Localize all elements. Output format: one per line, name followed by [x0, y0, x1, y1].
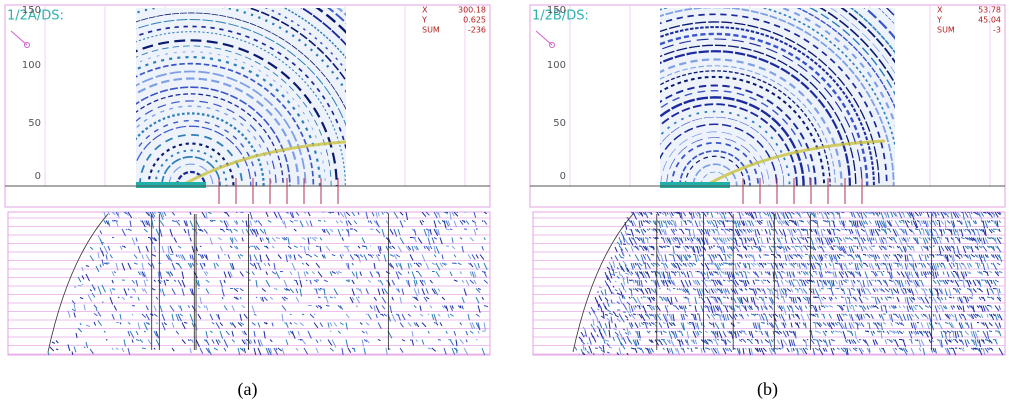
trace-mark: [306, 280, 307, 281]
trace-mark: [841, 229, 843, 230]
y-tick-label: 150: [547, 5, 566, 16]
trace-mark: [763, 280, 766, 281]
readout-key: X: [422, 6, 428, 15]
y-tick-label: 150: [22, 5, 41, 16]
trace-mark: [987, 297, 990, 298]
trace-mark: [669, 255, 673, 256]
beam-stop: [136, 182, 206, 188]
trace-mark: [84, 347, 85, 348]
trace-mark: [605, 315, 608, 316]
trace-mark: [915, 229, 918, 230]
caption: (b): [757, 379, 778, 400]
trace-mark: [945, 229, 947, 230]
readout-value: -236: [468, 26, 486, 35]
trace-mark: [851, 306, 853, 307]
trace-mark: [887, 297, 889, 298]
trace-mark: [853, 323, 855, 324]
trace-mark: [759, 272, 760, 273]
readout-key: SUM: [422, 26, 440, 35]
trace-mark: [106, 340, 107, 341]
y-tick-label: 50: [553, 118, 566, 129]
trace-mark: [438, 340, 441, 341]
trace-mark: [825, 255, 828, 256]
trace-mark: [390, 246, 391, 247]
trace-mark: [294, 280, 296, 281]
cursor-icon: [11, 31, 27, 45]
trace-mark: [310, 238, 311, 239]
trace-mark: [751, 289, 752, 290]
trace-mark: [855, 238, 857, 239]
trace-mark: [705, 297, 706, 298]
y-tick-label: 50: [28, 118, 41, 129]
trace-mark: [639, 340, 641, 341]
trace-mark: [929, 255, 931, 256]
trace-mark: [737, 323, 740, 324]
trace-mark: [621, 258, 624, 259]
trace-mark: [330, 331, 331, 332]
trace-mark: [755, 331, 758, 332]
caption: (a): [238, 379, 258, 400]
trace-mark: [795, 246, 799, 247]
trace-mark: [316, 246, 319, 247]
trace-mark: [785, 314, 787, 315]
readout-value: -3: [993, 26, 1001, 35]
trace-mark: [434, 323, 436, 324]
trace-mark: [56, 349, 58, 350]
trace-mark: [623, 244, 626, 245]
trace-mark: [739, 246, 741, 247]
readout-value: 45.04: [978, 16, 1001, 25]
trace-mark: [200, 246, 201, 247]
trace-mark: [871, 297, 874, 298]
readout-key: SUM: [937, 26, 955, 35]
y-tick-label: 0: [35, 171, 41, 182]
readout-value: 0.625: [463, 16, 486, 25]
trace-mark: [414, 263, 415, 264]
y-tick-label: 100: [547, 60, 566, 71]
readout-key: X: [937, 6, 943, 15]
trace-mark: [833, 331, 834, 332]
trace-mark: [631, 297, 632, 298]
trace-mark: [358, 297, 359, 298]
readout-value: 300.18: [458, 6, 486, 15]
trace-mark: [118, 297, 119, 298]
y-tick-label: 100: [22, 60, 41, 71]
trace-mark: [763, 323, 764, 324]
trace-mark: [939, 212, 941, 213]
trace-mark: [851, 297, 852, 298]
trace-mark: [633, 314, 636, 315]
trace-mark: [637, 289, 639, 290]
readout-key: Y: [936, 16, 942, 25]
trace-mark: [126, 229, 127, 230]
trace-mark: [82, 284, 83, 285]
trace-mark: [112, 221, 114, 222]
figure: 1/2A/DS:150100500X300.18Y0.625SUM-236(a)…: [0, 0, 1009, 409]
readout-value: 53.78: [978, 6, 1001, 15]
trace-mark: [366, 314, 367, 315]
beam-stop: [660, 182, 730, 188]
trace-mark: [166, 280, 169, 281]
trace-mark: [891, 221, 893, 222]
trace-mark: [971, 297, 973, 298]
trace-mark: [757, 314, 758, 315]
trace-mark: [184, 323, 187, 324]
cursor-icon: [536, 31, 552, 45]
trace-mark: [320, 289, 322, 290]
readout-key: Y: [421, 16, 427, 25]
trace-mark: [240, 212, 243, 213]
trace-mark: [991, 221, 993, 222]
y-tick-label: 0: [560, 171, 566, 182]
trace-mark: [450, 229, 452, 230]
trace-mark: [132, 306, 135, 307]
trace-mark: [286, 238, 287, 239]
trace-mark: [362, 246, 366, 247]
trace-mark: [178, 221, 180, 222]
trace-mark: [871, 246, 873, 247]
trace-mark: [977, 331, 979, 332]
trace-mark: [256, 297, 257, 298]
lower-frame: [533, 212, 1005, 355]
